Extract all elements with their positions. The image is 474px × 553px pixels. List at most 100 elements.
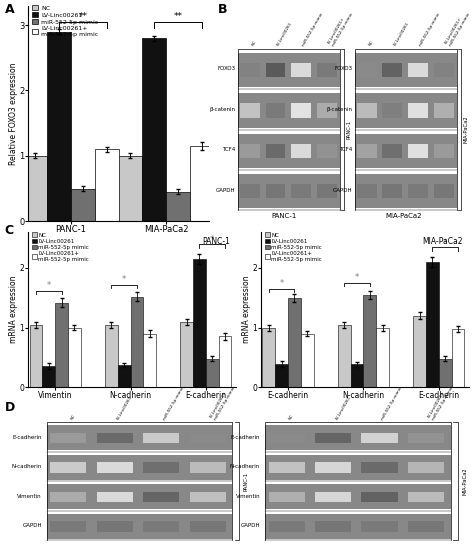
Bar	[291, 63, 311, 77]
Bar	[355, 134, 457, 168]
Y-axis label: Relative FOXO3 expression: Relative FOXO3 expression	[9, 62, 18, 165]
Text: MIA-PaCa2: MIA-PaCa2	[462, 467, 467, 495]
Bar	[97, 521, 133, 531]
Bar	[383, 103, 402, 118]
Bar	[50, 492, 86, 502]
Bar	[408, 144, 428, 158]
Bar	[362, 492, 398, 502]
Bar	[238, 134, 340, 168]
Bar	[97, 492, 133, 502]
Bar	[143, 462, 179, 473]
Bar	[351, 364, 364, 387]
Bar	[118, 156, 142, 221]
Bar	[317, 63, 337, 77]
Text: NC: NC	[251, 39, 257, 46]
Text: MIA-PaCa2: MIA-PaCa2	[385, 213, 422, 219]
Legend: NC, LV-Linc00261, miR-552-5p mimic, LV-Linc00261+
miR-552-5p mimic: NC, LV-Linc00261, miR-552-5p mimic, LV-L…	[32, 4, 99, 38]
Bar	[46, 484, 232, 509]
Text: LV-Linc00261: LV-Linc00261	[116, 395, 133, 421]
Bar	[206, 358, 219, 387]
Text: *: *	[280, 279, 284, 288]
Text: E-cadherin: E-cadherin	[12, 435, 42, 440]
Bar	[317, 184, 337, 199]
Bar	[383, 144, 402, 158]
Bar	[383, 184, 402, 199]
Bar	[413, 316, 426, 387]
Text: Vimentin: Vimentin	[17, 494, 42, 499]
Bar	[238, 53, 340, 87]
Bar	[240, 63, 260, 77]
Bar	[408, 521, 444, 531]
Text: LV-Linc00261: LV-Linc00261	[335, 395, 352, 421]
Bar	[143, 492, 179, 502]
Bar	[408, 433, 444, 443]
Bar	[338, 325, 351, 387]
Bar	[130, 296, 143, 387]
Bar	[362, 521, 398, 531]
Bar	[355, 53, 457, 87]
Bar	[190, 492, 226, 502]
Bar	[288, 298, 301, 387]
Bar	[383, 63, 402, 77]
Bar	[180, 322, 193, 387]
Bar	[190, 433, 226, 443]
Bar	[143, 333, 156, 387]
Bar	[315, 521, 351, 531]
Bar	[190, 521, 226, 531]
Bar	[275, 364, 288, 387]
Text: PANC-1: PANC-1	[272, 213, 297, 219]
Bar	[265, 514, 451, 539]
Bar	[265, 103, 285, 118]
Text: Vimentin: Vimentin	[236, 494, 260, 499]
Text: GAPDH: GAPDH	[216, 187, 236, 192]
Bar	[71, 189, 95, 221]
Bar	[315, 492, 351, 502]
Bar	[42, 366, 55, 387]
Bar	[105, 325, 118, 387]
Bar	[315, 433, 351, 443]
Text: miR-552-5p mimic: miR-552-5p mimic	[381, 386, 403, 421]
Text: LV-Linc00261: LV-Linc00261	[276, 21, 293, 46]
Bar	[317, 144, 337, 158]
Bar	[238, 93, 340, 128]
Bar	[265, 484, 451, 509]
Bar	[355, 174, 457, 208]
Bar	[219, 336, 231, 387]
Text: LV-Linc00261+
miR-552-5p mimic: LV-Linc00261+ miR-552-5p mimic	[328, 9, 354, 46]
Bar	[408, 103, 428, 118]
Bar	[193, 259, 206, 387]
Bar	[46, 514, 232, 539]
Text: **: **	[174, 12, 183, 20]
Bar	[317, 103, 337, 118]
Y-axis label: mRNA expression: mRNA expression	[9, 276, 18, 343]
Text: NC: NC	[368, 39, 374, 46]
Bar	[376, 327, 389, 387]
Text: LV-Linc00261+
miR-552-5p mimic: LV-Linc00261+ miR-552-5p mimic	[209, 384, 236, 421]
Text: GAPDH: GAPDH	[333, 187, 352, 192]
Bar	[408, 492, 444, 502]
Text: miR-552-5p mimic: miR-552-5p mimic	[419, 12, 441, 46]
Text: LV-Linc00261+
miR-552-5p mimic: LV-Linc00261+ miR-552-5p mimic	[428, 384, 454, 421]
Text: *: *	[210, 234, 214, 243]
Bar	[50, 521, 86, 531]
Text: A: A	[5, 3, 14, 16]
Y-axis label: mRNA expression: mRNA expression	[242, 276, 251, 343]
Text: E-cadherin: E-cadherin	[231, 435, 260, 440]
Bar	[238, 174, 340, 208]
Text: C: C	[5, 224, 14, 237]
Text: TCF4: TCF4	[222, 147, 236, 152]
Text: LV-Linc00261: LV-Linc00261	[393, 21, 410, 46]
Bar	[97, 433, 133, 443]
Bar	[240, 144, 260, 158]
Text: NC: NC	[70, 414, 76, 421]
Bar	[269, 521, 305, 531]
Bar	[265, 144, 285, 158]
Text: PANC-1: PANC-1	[202, 237, 230, 246]
Bar	[408, 63, 428, 77]
Bar	[68, 327, 81, 387]
Bar	[434, 103, 454, 118]
Bar	[143, 433, 179, 443]
Bar	[408, 184, 428, 199]
Bar	[269, 492, 305, 502]
Text: D: D	[5, 401, 15, 414]
